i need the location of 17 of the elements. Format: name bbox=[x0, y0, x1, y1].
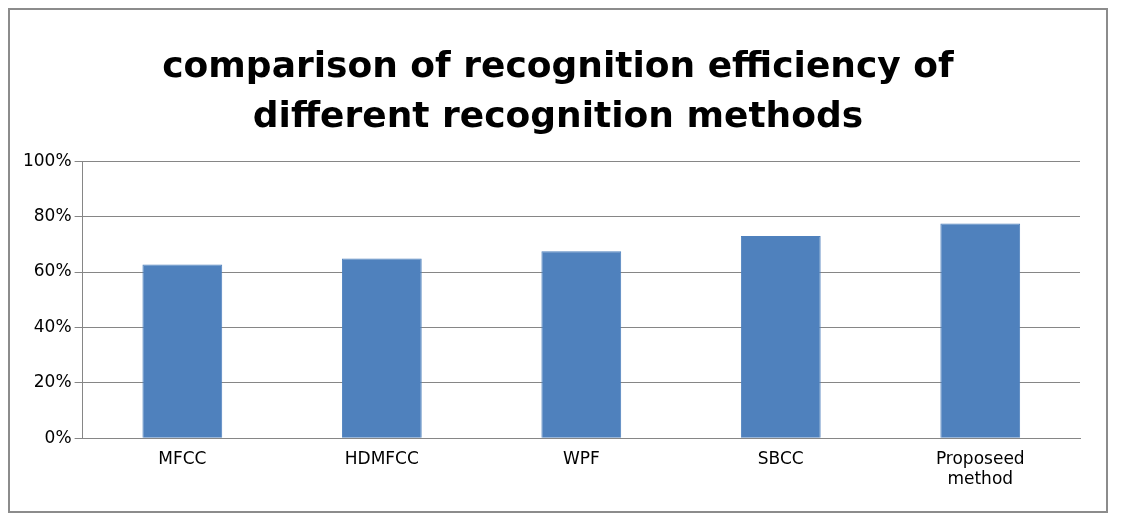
x-tick-label: Proposeed method bbox=[935, 447, 1025, 489]
x-tick-label: MFCC bbox=[158, 447, 207, 468]
y-tick-label: 0% bbox=[44, 426, 72, 447]
y-tick-label: 40% bbox=[33, 315, 72, 336]
y-tick-label: 20% bbox=[33, 371, 72, 392]
bar bbox=[940, 223, 1021, 438]
y-tick-label: 100% bbox=[22, 149, 72, 170]
x-tick-label: HDMFCC bbox=[344, 447, 419, 468]
y-tick-label: 60% bbox=[33, 260, 72, 281]
bar bbox=[740, 235, 821, 438]
bar bbox=[142, 264, 223, 438]
chart-title: comparison of recognition efficiency of different recognition methods bbox=[161, 43, 955, 137]
bar bbox=[341, 258, 422, 438]
x-tick-label: SBCC bbox=[757, 447, 804, 468]
x-tick-label: WPF bbox=[562, 447, 600, 468]
y-tick-label: 80% bbox=[33, 205, 72, 226]
bar bbox=[541, 251, 622, 438]
